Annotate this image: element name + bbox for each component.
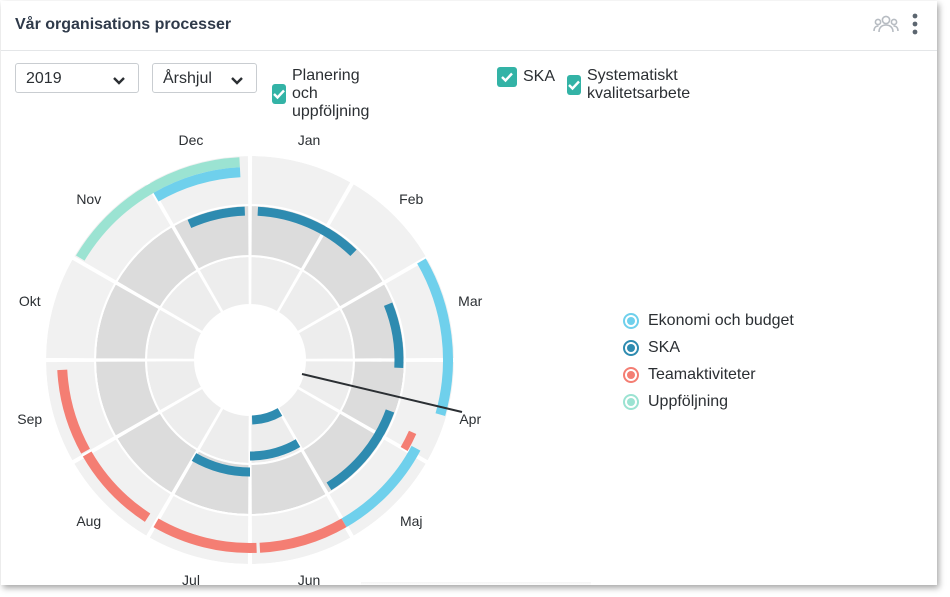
year-wheel: Jan Feb Mar Apr Maj Jun Jul Aug Sep Okt Nov Dec	[17, 132, 482, 585]
chevron-down-icon	[230, 73, 244, 91]
month-label-jun: Jun	[298, 572, 321, 585]
checkbox-planering[interactable]: Planering och uppföljning	[272, 67, 375, 121]
widget-card: Vår organisations processer	[1, 1, 937, 586]
month-label-nov: Nov	[76, 191, 101, 207]
checkbox-check-icon[interactable]	[272, 84, 286, 104]
activity-arc[interactable]	[257, 206, 357, 257]
legend-item-teamaktiviteter[interactable]: Teamaktiviteter	[623, 361, 794, 388]
activity-arc[interactable]	[383, 302, 404, 369]
legend-label: Teamaktiviteter	[648, 365, 756, 383]
checkbox-label: SKA	[523, 68, 556, 85]
activity-arc[interactable]	[82, 451, 151, 522]
legend-dot-icon	[623, 312, 639, 329]
current-date-pointer	[301, 373, 463, 413]
more-vertical-icon[interactable]	[910, 12, 920, 41]
group-icon[interactable]	[873, 13, 899, 40]
wheel-rings	[43, 153, 457, 567]
year-select[interactable]: 2019	[15, 63, 139, 93]
activity-arc[interactable]	[400, 430, 417, 451]
legend-dot-icon	[623, 339, 639, 356]
checkbox-ska[interactable]: SKA	[497, 67, 555, 87]
card-title: Vår organisations processer	[15, 16, 232, 33]
legend-label: SKA	[648, 338, 681, 356]
month-label-apr: Apr	[459, 411, 481, 427]
activity-arc[interactable]	[191, 453, 251, 477]
year-select-value: 2019	[26, 70, 62, 87]
legend-item-ska[interactable]: SKA	[623, 334, 794, 361]
activity-arc[interactable]	[249, 439, 301, 461]
view-select[interactable]: Årshjul	[152, 63, 257, 93]
legend-label: Ekonomi och budget	[648, 311, 794, 329]
legend-item-ekonomi[interactable]: Ekonomi och budget	[623, 307, 794, 334]
legend-label: Uppföljning	[648, 392, 729, 410]
wheel-month-labels: Jan Feb Mar Apr Maj Jun Jul Aug Sep Okt Nov Dec	[17, 132, 482, 585]
checkbox-check-icon[interactable]	[497, 67, 517, 87]
activity-arc[interactable]	[75, 157, 240, 261]
month-label-mar: Mar	[458, 293, 482, 309]
month-label-aug: Aug	[76, 513, 101, 529]
activity-arc[interactable]	[153, 167, 241, 202]
legend-dot-icon	[623, 366, 639, 383]
view-select-value: Årshjul	[163, 70, 212, 87]
month-label-jul: Jul	[182, 572, 200, 585]
activity-arc[interactable]	[251, 407, 283, 425]
month-label-feb: Feb	[399, 191, 423, 207]
checkbox-label: Systematiskt kvalitetsarbete	[587, 67, 691, 102]
month-label-maj: Maj	[400, 513, 423, 529]
activity-arc[interactable]	[259, 518, 347, 553]
activity-arc[interactable]	[341, 445, 421, 528]
wheel-ring-border	[44, 154, 456, 566]
month-label-jan: Jan	[298, 132, 321, 148]
bottom-shadow	[361, 582, 591, 586]
activity-arc[interactable]	[187, 206, 246, 229]
wheel-activity-arcs	[57, 157, 453, 553]
chevron-down-icon	[112, 73, 126, 91]
month-label-okt: Okt	[19, 293, 41, 309]
month-label-dec: Dec	[179, 132, 204, 148]
checkbox-label: Planering och uppföljning	[292, 67, 370, 120]
activity-arc[interactable]	[326, 409, 395, 491]
checkbox-check-icon[interactable]	[567, 75, 581, 95]
legend-dot-icon	[623, 393, 639, 410]
legend: Ekonomi och budget SKA Teamaktiviteter U…	[623, 307, 794, 415]
legend-item-uppfoljning[interactable]: Uppföljning	[623, 388, 794, 415]
activity-arc[interactable]	[57, 369, 90, 454]
checkbox-systematiskt[interactable]: Systematiskt kvalitetsarbete	[567, 67, 696, 103]
activity-arc[interactable]	[417, 258, 453, 416]
month-label-sep: Sep	[17, 411, 42, 427]
wheel-hub	[195, 305, 305, 415]
card-header: Vår organisations processer	[1, 1, 937, 51]
activity-arc[interactable]	[153, 518, 257, 553]
